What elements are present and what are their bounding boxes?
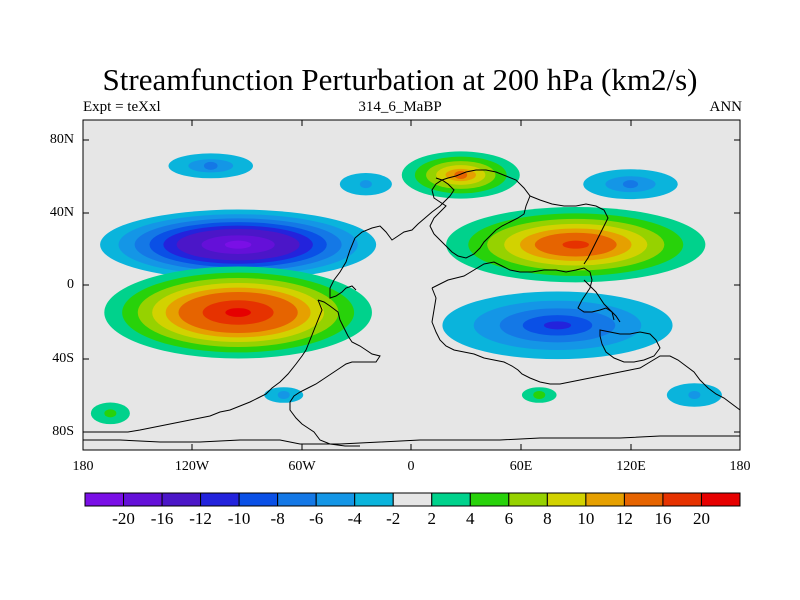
map-title: Streamfunction Perturbation at 200 hPa (… (102, 62, 698, 97)
lon-label-180e: 180 (729, 459, 751, 474)
colorbar-swatch (700, 492, 741, 507)
colorbar-label: 2 (427, 509, 437, 528)
coast-antarctica (83, 435, 740, 445)
colorbar-swatch (546, 492, 587, 507)
coast-southeast-asia (583, 279, 621, 323)
colorbar-swatch (315, 492, 356, 507)
contour-band-pos-16 (562, 240, 589, 249)
coast-africa (431, 287, 740, 411)
colorbar-swatch (161, 492, 202, 507)
contour-band-neg-4 (277, 391, 290, 399)
lon-label-120e: 120E (616, 459, 646, 474)
colorbar-label: 16 (654, 509, 672, 528)
colorbar-swatch (585, 492, 625, 507)
colorbar-label: -10 (227, 509, 251, 528)
colorbar-swatch (277, 492, 317, 507)
colorbar-label: -4 (347, 509, 362, 528)
contour-band-neg-4 (688, 391, 701, 399)
coast-australia (599, 329, 661, 363)
colorbar-label: 20 (692, 509, 710, 528)
colorbar-swatch (354, 492, 394, 507)
colorbar-swatch (508, 492, 548, 507)
lat-label-equator: 0 (67, 277, 74, 292)
lon-label-0: 0 (407, 459, 415, 474)
contour-fields (90, 151, 722, 425)
case-label: 314_6_MaBP (358, 99, 442, 115)
colorbar-swatch (623, 492, 664, 507)
map-ticks (83, 120, 740, 450)
contour-band-neg-20 (224, 240, 252, 249)
colorbar-label: -16 (150, 509, 174, 528)
contour-band-neg-6 (622, 180, 639, 189)
colorbar-label: 10 (577, 509, 595, 528)
coast-asia-east (529, 195, 609, 265)
coast-south-america (83, 299, 323, 433)
colorbar-swatch (392, 492, 433, 507)
colorbar-swatch (238, 492, 279, 507)
experiment-label: Expt = teXxl (83, 99, 161, 115)
colorbar-label: -2 (386, 509, 401, 528)
colorbar-label: 12 (615, 509, 633, 528)
colorbar-swatch (662, 492, 702, 507)
colorbar-label: 4 (466, 509, 475, 528)
colorbar (84, 492, 741, 507)
contour-band-neg-6 (203, 161, 218, 170)
colorbar-swatch (200, 492, 240, 507)
coast-north-america (354, 177, 455, 241)
coastlines (83, 169, 740, 447)
contour-band-pos-4 (533, 391, 546, 399)
lat-label-40n: 40N (49, 205, 74, 220)
season-label: ANN (709, 99, 743, 115)
colorbar-swatch (123, 492, 163, 507)
colorbar-label: -12 (189, 509, 212, 528)
lon-label-60w: 60W (288, 459, 316, 474)
contour-band-pos-20 (225, 308, 251, 317)
coast-central-america (329, 237, 357, 299)
coast-south-america-east (289, 299, 381, 447)
lat-label-40s: 40S (52, 351, 74, 366)
colorbar-label: -20 (112, 509, 135, 528)
colorbar-label: 6 (504, 509, 514, 528)
colorbar-swatch (431, 492, 471, 507)
colorbar-swatch (84, 492, 125, 507)
lon-label-120w: 120W (174, 459, 210, 474)
lon-label-60e: 60E (509, 459, 533, 474)
contour-band-neg-4 (359, 180, 372, 189)
contour-band-neg-10 (543, 321, 572, 330)
colorbar-label: -6 (309, 509, 324, 528)
coast-europe (429, 169, 531, 259)
contour-band-pos-4 (104, 409, 117, 418)
colorbar-label: 8 (543, 509, 552, 528)
coast-mediterranean-asia (431, 261, 615, 321)
colorbar-label: -8 (270, 509, 285, 528)
lon-label-180w: 180 (72, 459, 94, 474)
lat-label-80n: 80N (49, 132, 74, 147)
colorbar-swatch (469, 492, 510, 507)
lat-label-80s: 80S (52, 424, 74, 439)
